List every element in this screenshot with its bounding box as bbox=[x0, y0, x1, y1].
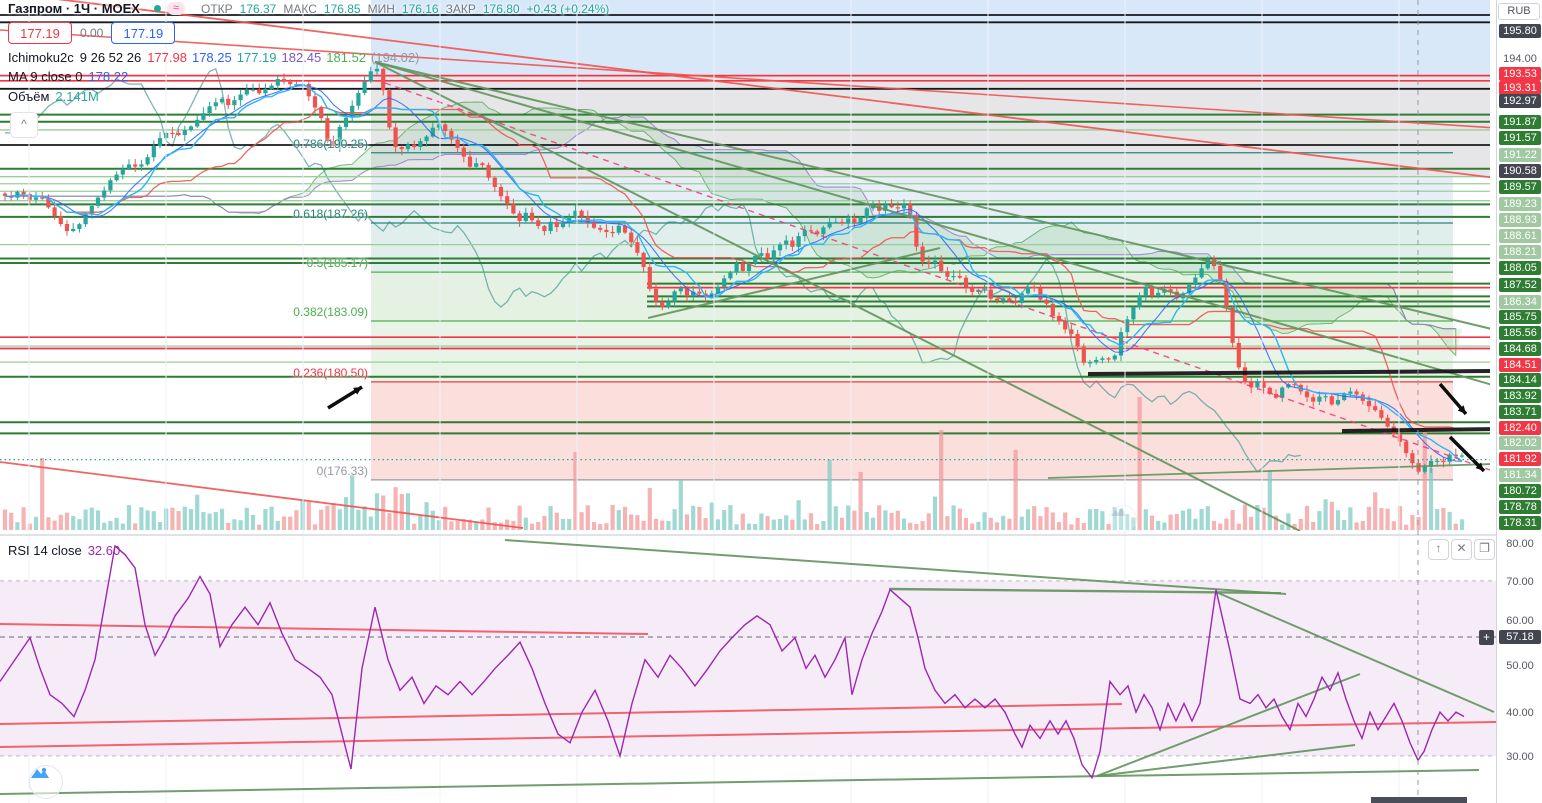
legend-ichimoku[interactable]: Ichimoku2c 9 26 52 26 177.98 178.25 177.19… bbox=[8, 50, 424, 65]
scale-label: 191.87 bbox=[1499, 115, 1541, 129]
scale-label: 60.00 bbox=[1506, 615, 1534, 627]
close-label: ЗАКР bbox=[445, 1, 476, 16]
spread-value: 0.00 bbox=[80, 26, 104, 40]
scale-label: 194.00 bbox=[1503, 53, 1537, 65]
scale-label: 192.97 bbox=[1499, 94, 1541, 108]
order-panel: 177.19 0.00 177.19 bbox=[8, 22, 176, 44]
scale-label: 188.21 bbox=[1499, 245, 1541, 259]
open-value: 176.37 bbox=[239, 1, 277, 16]
scale-label: 183.92 bbox=[1499, 389, 1541, 403]
scale-label: 182.40 bbox=[1499, 421, 1541, 435]
low-label: МИН bbox=[367, 1, 395, 16]
pane-close-button[interactable]: ✕ bbox=[1451, 539, 1472, 560]
legend-ma[interactable]: MA 9 close 0 178.22 bbox=[8, 69, 128, 84]
scale-label: 184.51 bbox=[1499, 358, 1541, 372]
collapse-pane-button[interactable]: ^ bbox=[10, 112, 38, 138]
scale-label: 30.00 bbox=[1506, 751, 1534, 763]
scale-label: 184.68 bbox=[1499, 342, 1541, 356]
legend-volume[interactable]: Объём 2.141M bbox=[8, 89, 99, 104]
ichimoku-value: 181.52 bbox=[326, 50, 367, 65]
open-label: ОТКР bbox=[200, 1, 233, 16]
ohlc-row: ОТКР 176.37 МАКС 176.85 МИН 176.16 ЗАКР 176.… bbox=[201, 2, 609, 16]
volume-label: Объём bbox=[8, 89, 50, 104]
scale-label: 193.53 bbox=[1499, 67, 1541, 81]
scale-label: 191.22 bbox=[1499, 148, 1541, 162]
rsi-title: RSI 14 close bbox=[8, 543, 82, 558]
ichimoku-value: 178.25 bbox=[191, 50, 232, 65]
ichimoku-values: 177.98 178.25 177.19 182.45 181.52 (194.02) bbox=[147, 50, 424, 65]
scale-label: 195.80 bbox=[1499, 24, 1541, 38]
scale-label: 190.58 bbox=[1499, 164, 1541, 178]
currency-badge[interactable]: RUB bbox=[1498, 3, 1540, 20]
scale-label: 187.52 bbox=[1499, 278, 1541, 292]
scale-label: 183.71 bbox=[1499, 405, 1541, 419]
fib-level-label: 0.236(180.50) bbox=[293, 365, 368, 380]
high-label: МАКС bbox=[283, 1, 317, 16]
scale-label: 188.61 bbox=[1499, 229, 1541, 243]
high-value: 176.85 bbox=[323, 1, 361, 16]
ichimoku-value: 182.45 bbox=[281, 50, 322, 65]
sell-button[interactable]: 177.19 bbox=[8, 22, 72, 44]
pane-move-up-button[interactable]: ↑ bbox=[1428, 539, 1449, 560]
fib-level-label: 0.382(183.09) bbox=[293, 304, 368, 319]
scale-label: 193.31 bbox=[1499, 81, 1541, 95]
volume-value: 2.141M bbox=[55, 89, 99, 104]
symbol-title[interactable]: Газпром · 1Ч · MOEX bbox=[8, 1, 140, 16]
chart-header: Газпром · 1Ч · MOEX ≈ ОТКР 176.37 МАКС 176… bbox=[8, 1, 609, 16]
rsi-pane-controls: ↑ ✕ ❐ bbox=[1428, 539, 1495, 560]
ichimoku-value: 177.98 bbox=[147, 50, 187, 65]
change-value: +0.43 (+0.24%) bbox=[526, 1, 610, 16]
ichimoku-value: 177.19 bbox=[236, 50, 277, 65]
legend-rsi[interactable]: RSI 14 close 32.60 bbox=[8, 543, 120, 558]
scale-label: 70.00 bbox=[1506, 576, 1534, 588]
scale-label: 50.00 bbox=[1506, 660, 1534, 672]
close-value: 176.80 bbox=[482, 1, 520, 16]
scale-label: 40.00 bbox=[1506, 707, 1534, 719]
scale-label: 188.05 bbox=[1499, 261, 1541, 275]
scale-label: 189.23 bbox=[1499, 197, 1541, 211]
pane-watermark-icon bbox=[1109, 505, 1137, 533]
low-value: 176.16 bbox=[401, 1, 439, 16]
pane-maximize-button[interactable]: ❐ bbox=[1474, 539, 1495, 560]
approx-badge-icon: ≈ bbox=[166, 2, 185, 15]
scale-label: 181.92 bbox=[1499, 452, 1541, 466]
price-scale[interactable]: RUB 195.80 194.00 193.53 193.31 192.97 191.87… bbox=[1496, 0, 1542, 803]
scale-label: 181.34 bbox=[1499, 468, 1541, 482]
ichimoku-value: (194.02) bbox=[371, 50, 420, 65]
scale-label: 182.02 bbox=[1499, 436, 1541, 450]
rsi-value: 32.60 bbox=[87, 543, 121, 558]
scale-label: 80.00 bbox=[1506, 538, 1534, 550]
scale-label: 178.78 bbox=[1499, 500, 1541, 514]
add-alert-plus-button[interactable]: + bbox=[1479, 630, 1494, 645]
fib-level-label: 0.618(187.26) bbox=[293, 207, 368, 221]
market-open-dot-icon bbox=[153, 5, 161, 12]
fib-level-label: 0.5(185.17) bbox=[306, 256, 368, 271]
fib-level-label: 0.786(190.25) bbox=[293, 136, 368, 151]
scale-label: 184.14 bbox=[1499, 373, 1541, 387]
tradingview-logo-icon[interactable] bbox=[29, 765, 63, 799]
buy-button[interactable]: 177.19 bbox=[111, 22, 176, 44]
scale-label: 188.93 bbox=[1499, 213, 1541, 227]
scale-label: 180.72 bbox=[1499, 484, 1541, 498]
bottom-scroll-handle[interactable] bbox=[1371, 797, 1467, 803]
scale-label: 185.75 bbox=[1499, 310, 1541, 324]
ichimoku-params: 9 26 52 26 bbox=[79, 50, 142, 65]
scale-label: 191.57 bbox=[1499, 131, 1541, 145]
ma-title: MA 9 close 0 bbox=[8, 69, 83, 84]
ichimoku-name: Ichimoku2c bbox=[8, 50, 74, 65]
scale-label: 189.57 bbox=[1499, 180, 1541, 194]
fib-level-label: 0(176.33) bbox=[316, 463, 368, 478]
scale-label: 186.34 bbox=[1499, 295, 1541, 309]
ma-value: 178.22 bbox=[88, 69, 129, 84]
scale-label: 185.56 bbox=[1499, 326, 1541, 340]
scale-label: 178.31 bbox=[1499, 516, 1541, 530]
scale-label: 57.18 bbox=[1499, 630, 1541, 644]
